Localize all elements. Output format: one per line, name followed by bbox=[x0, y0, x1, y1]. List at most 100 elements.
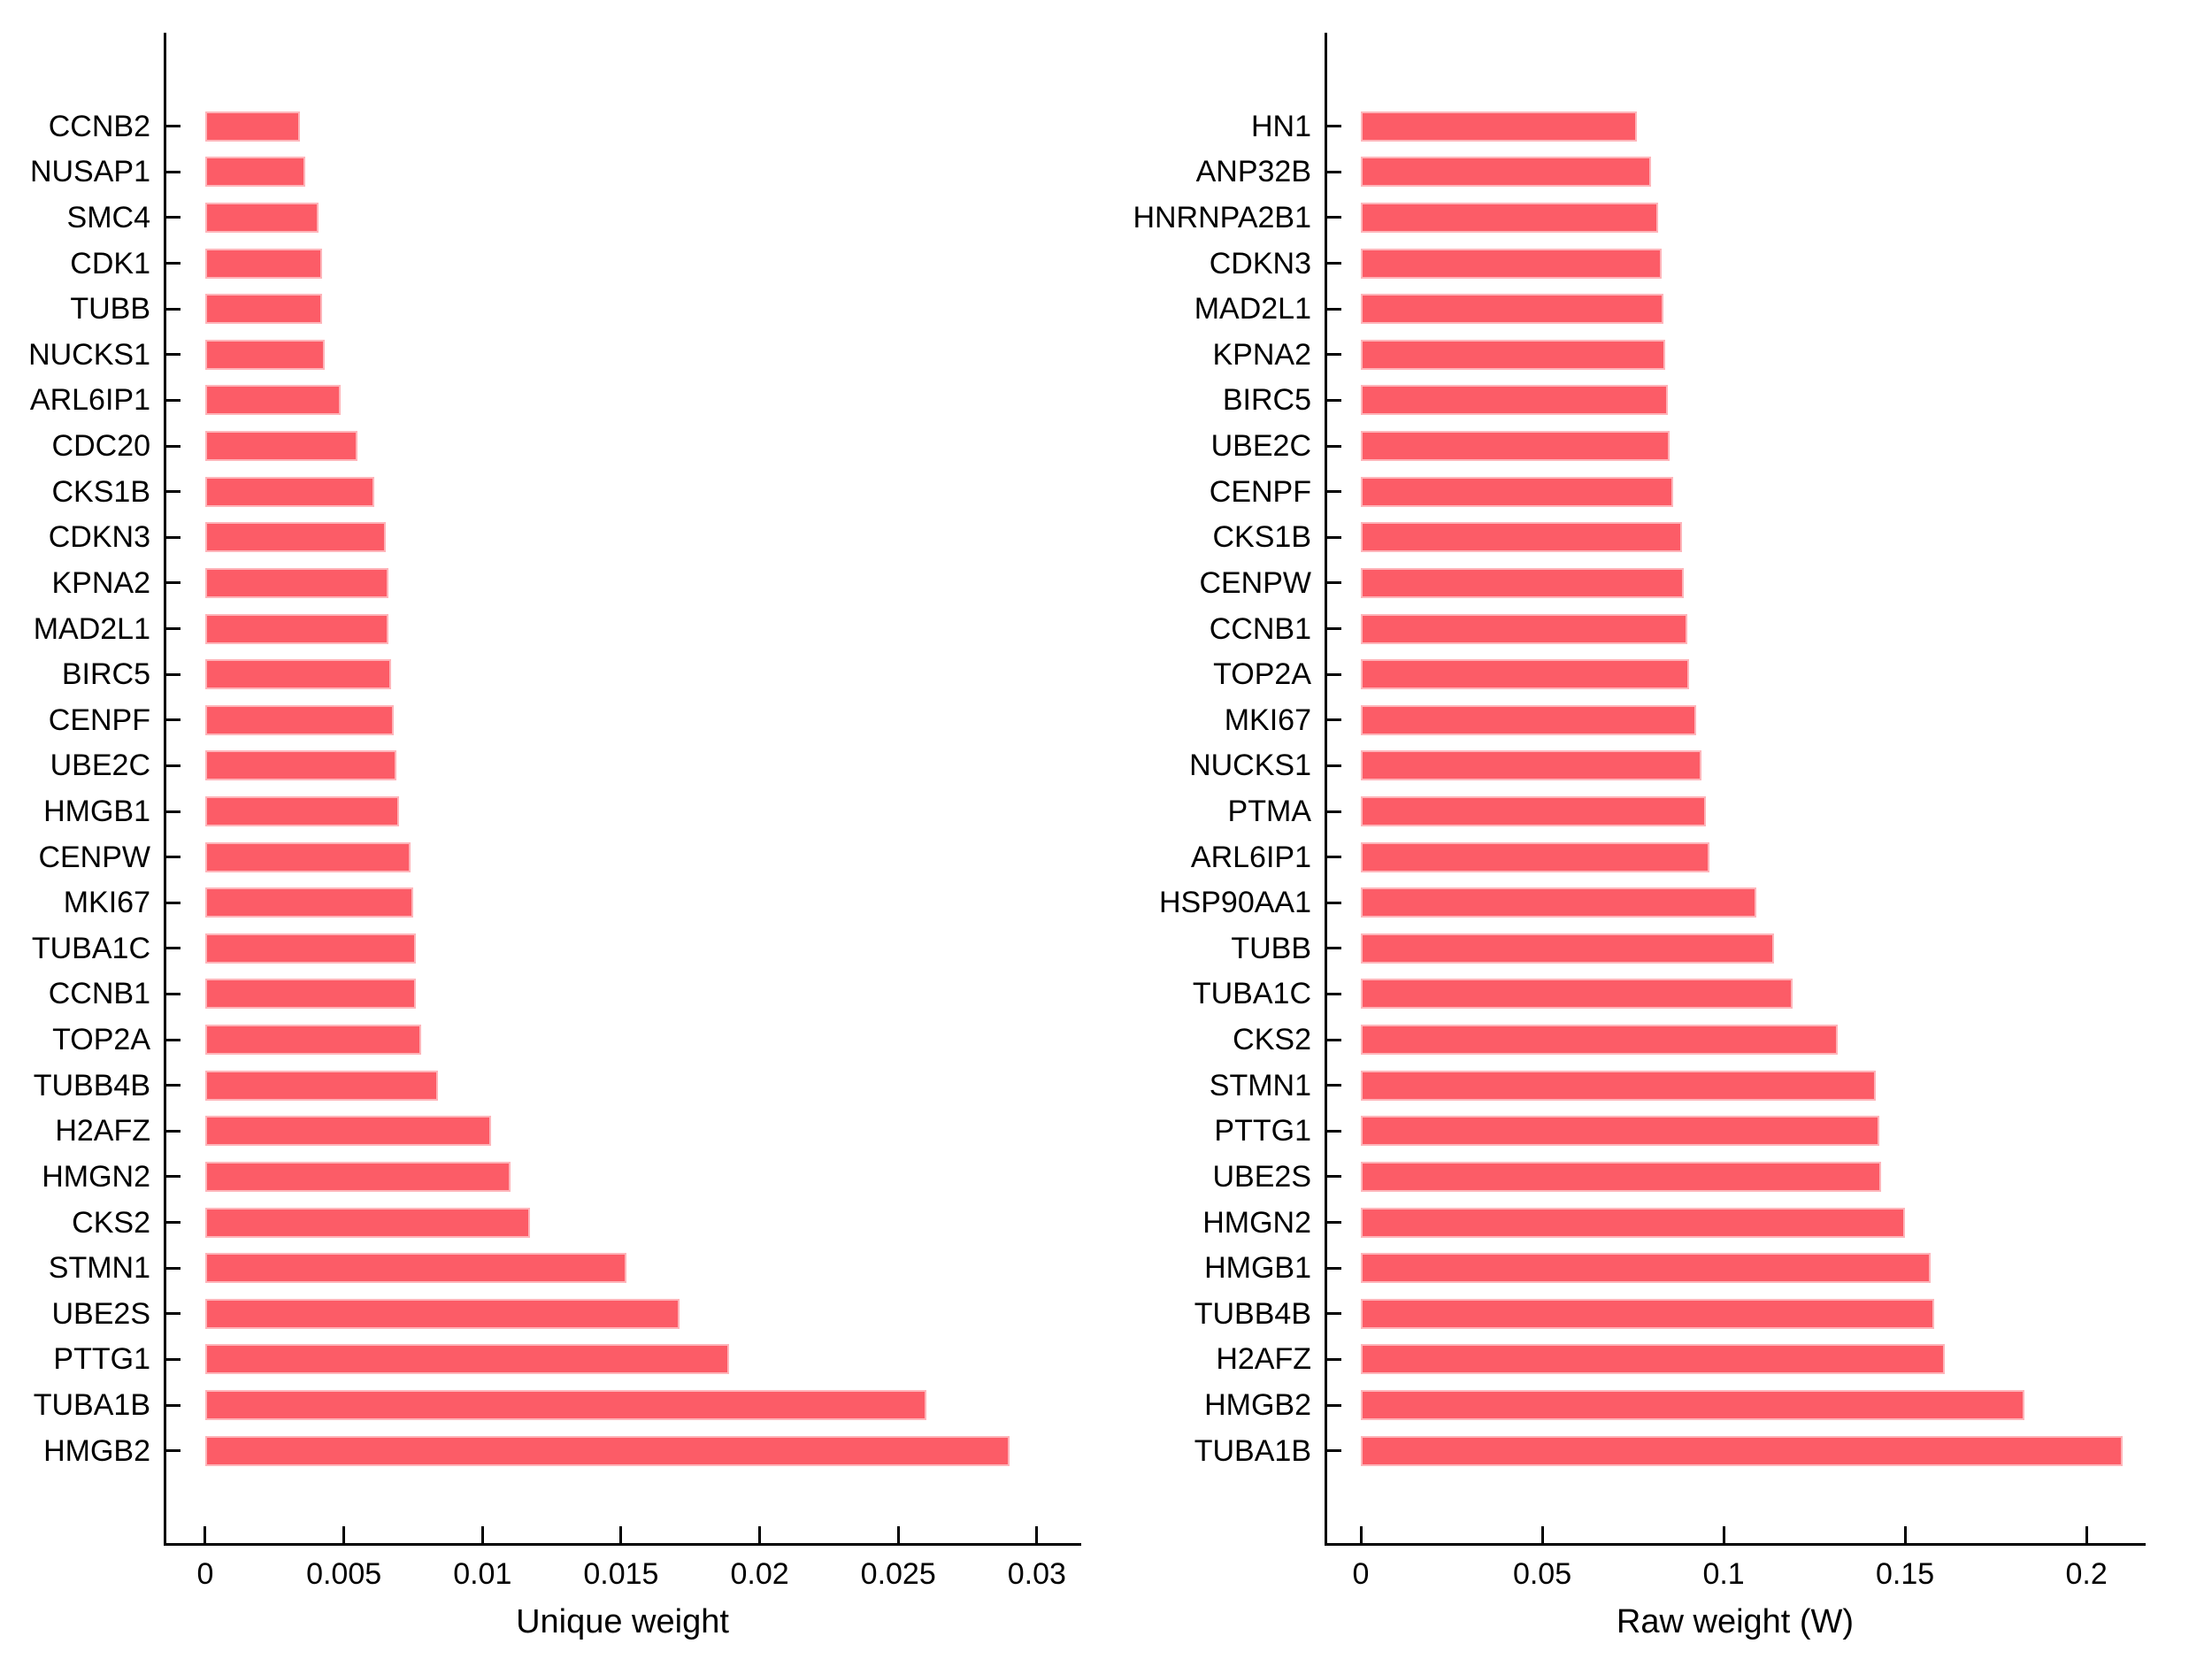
bar bbox=[1361, 750, 1702, 781]
bar bbox=[1361, 476, 1673, 507]
gene-label: HMGB2 bbox=[1204, 1388, 1311, 1423]
bar bbox=[204, 1435, 1010, 1466]
gene-label: CDK1 bbox=[70, 246, 150, 280]
bar bbox=[204, 157, 305, 188]
gene-label: HNRNPA2B1 bbox=[1133, 200, 1311, 234]
bar bbox=[1361, 157, 1652, 188]
gene-label: CCNB2 bbox=[48, 109, 150, 143]
x-tick bbox=[619, 1526, 623, 1543]
bar bbox=[204, 202, 319, 233]
bar bbox=[204, 248, 322, 279]
bar bbox=[204, 887, 413, 918]
y-tick bbox=[164, 1129, 180, 1133]
bar bbox=[1361, 522, 1682, 553]
gene-label: STMN1 bbox=[48, 1251, 150, 1286]
bar bbox=[204, 1344, 730, 1375]
x-tick-label: 0.01 bbox=[453, 1557, 512, 1591]
gene-label: HMGN2 bbox=[42, 1159, 150, 1194]
bar bbox=[204, 1070, 439, 1101]
y-tick bbox=[1325, 535, 1341, 539]
y-tick bbox=[1325, 1266, 1341, 1270]
y-tick bbox=[1325, 992, 1341, 995]
gene-label: KPNA2 bbox=[51, 565, 151, 600]
y-tick bbox=[1325, 718, 1341, 722]
plot-area-unique-weight: CCNB2 NUSAP1 SMC4 CDK1 TUBB NUCKS1 ARL6IP1 CDC2… bbox=[28, 33, 1081, 1591]
bar bbox=[204, 1253, 627, 1284]
y-tick bbox=[164, 1449, 180, 1453]
x-tick-label: 0.1 bbox=[1702, 1557, 1745, 1591]
gene-label: TOP2A bbox=[1213, 657, 1311, 692]
bar bbox=[204, 385, 342, 416]
y-tick bbox=[1325, 444, 1341, 448]
gene-label: MAD2L1 bbox=[1194, 292, 1311, 326]
plot-area-raw-weight: HN1 ANP32B HNRNPA2B1 CDKN3 MAD2L1 KPNA2 BIRC5 U… bbox=[1133, 33, 2146, 1591]
gene-label: TUBB4B bbox=[33, 1068, 150, 1102]
y-tick bbox=[164, 398, 180, 402]
bar bbox=[1361, 1025, 1839, 1056]
bar bbox=[204, 1025, 422, 1056]
gene-label: HMGB2 bbox=[43, 1433, 150, 1468]
y-tick bbox=[164, 1221, 180, 1225]
gene-label: MKI67 bbox=[63, 886, 150, 920]
bar bbox=[204, 1207, 530, 1238]
y-tick bbox=[164, 170, 180, 173]
y-tick bbox=[164, 581, 180, 585]
y-tick bbox=[164, 764, 180, 767]
gene-label: UBE2C bbox=[1210, 429, 1311, 464]
x-tick-label: 0.02 bbox=[730, 1557, 789, 1591]
x-tick bbox=[1035, 1526, 1039, 1543]
y-tick bbox=[1325, 856, 1341, 859]
y-tick bbox=[164, 125, 180, 128]
bar bbox=[204, 796, 400, 826]
gene-label: NUCKS1 bbox=[1189, 749, 1311, 783]
bar bbox=[1361, 248, 1663, 279]
x-tick bbox=[1903, 1526, 1907, 1543]
gene-label: HSP90AA1 bbox=[1159, 886, 1311, 920]
bar bbox=[204, 613, 388, 644]
gene-label: TUBA1C bbox=[1192, 977, 1311, 1011]
y-tick bbox=[1325, 216, 1341, 219]
y-tick bbox=[1325, 810, 1341, 813]
y-tick bbox=[1325, 490, 1341, 494]
x-tick-label: 0.025 bbox=[860, 1557, 936, 1591]
gene-label: NUCKS1 bbox=[28, 337, 150, 372]
bar bbox=[1361, 1435, 2124, 1466]
gene-label: CKS2 bbox=[72, 1205, 150, 1240]
x-tick-label: 0.005 bbox=[306, 1557, 382, 1591]
x-tick-label: 0.015 bbox=[583, 1557, 659, 1591]
x-tick bbox=[2085, 1526, 2088, 1543]
bar bbox=[1361, 1253, 1931, 1284]
bar bbox=[204, 704, 395, 735]
gene-label: UBE2S bbox=[51, 1296, 151, 1331]
gene-label: CENPF bbox=[1209, 474, 1311, 509]
gene-label: UBE2C bbox=[50, 749, 150, 783]
gene-label: TUBA1B bbox=[33, 1388, 150, 1423]
bar bbox=[204, 1390, 926, 1421]
bar bbox=[204, 750, 397, 781]
x-tick-label: 0.05 bbox=[1512, 1557, 1572, 1591]
gene-label: HMGB1 bbox=[1204, 1251, 1311, 1286]
y-tick bbox=[164, 1312, 180, 1316]
x-tick bbox=[896, 1526, 900, 1543]
gene-label: H2AFZ bbox=[55, 1114, 150, 1148]
y-tick bbox=[1325, 170, 1341, 173]
y-tick bbox=[1325, 262, 1341, 265]
y-tick bbox=[1325, 947, 1341, 950]
y-tick bbox=[164, 1403, 180, 1407]
gene-label: ARL6IP1 bbox=[29, 383, 150, 418]
y-tick bbox=[1325, 398, 1341, 402]
y-axis-spine bbox=[1325, 33, 1327, 1543]
x-tick bbox=[480, 1526, 484, 1543]
x-tick bbox=[1540, 1526, 1544, 1543]
gene-label: CKS1B bbox=[51, 474, 151, 509]
y-tick bbox=[164, 1084, 180, 1087]
gene-label: NUSAP1 bbox=[29, 155, 150, 189]
gene-label: MKI67 bbox=[1224, 703, 1311, 737]
gene-label: H2AFZ bbox=[1216, 1342, 1311, 1377]
y-tick bbox=[164, 901, 180, 904]
y-tick bbox=[164, 1175, 180, 1179]
gene-label: PTMA bbox=[1227, 795, 1311, 828]
y-tick bbox=[1325, 581, 1341, 585]
bar bbox=[1361, 887, 1756, 918]
x-tick bbox=[1359, 1526, 1363, 1543]
